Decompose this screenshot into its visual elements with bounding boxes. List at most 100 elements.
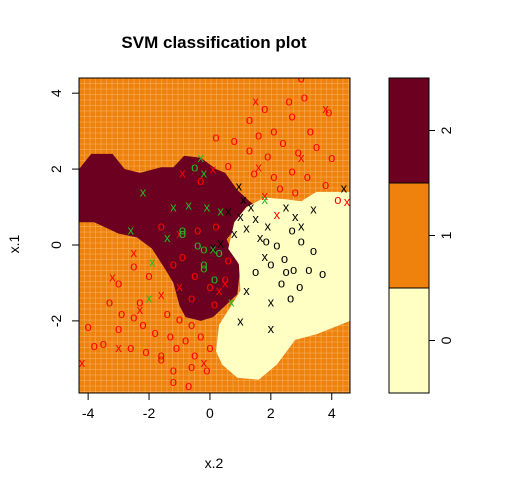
- data-point-o-class-1: o: [188, 291, 195, 306]
- y-tick-label: 0: [48, 241, 64, 249]
- data-point-o-class-1: o: [264, 148, 271, 163]
- data-point-o-class-0: o: [319, 266, 326, 281]
- data-point-o-class-1: o: [115, 321, 122, 336]
- data-point-o-class-0: o: [278, 275, 285, 290]
- legend-level-label: 0: [438, 336, 454, 344]
- data-point-o-class-1: o: [158, 351, 165, 366]
- data-point-o-class-1: o: [85, 319, 92, 334]
- support-vector-x-class-0: x: [217, 236, 224, 251]
- support-vector-x-class-1: x: [79, 355, 86, 370]
- y-tick-label: 2: [48, 165, 64, 173]
- data-point-o-class-1: o: [307, 124, 314, 139]
- data-point-o-class-1: o: [301, 89, 308, 104]
- data-point-o-class-1: o: [158, 348, 165, 363]
- x-tick-label: 0: [206, 405, 214, 421]
- support-vector-x-class-0: x: [231, 226, 238, 241]
- support-vector-x-class-2: x: [198, 150, 205, 165]
- data-point-o-class-1: o: [170, 374, 177, 389]
- legend-swatch-level-0: [388, 287, 430, 394]
- legend-swatch-level-2: [388, 77, 430, 184]
- data-point-o-class-1: o: [118, 306, 125, 321]
- x-tick-label: 4: [328, 405, 336, 421]
- support-vector-x-class-0: x: [225, 203, 232, 218]
- support-vector-x-class-1: x: [158, 287, 165, 302]
- support-vector-x-class-0: x: [261, 249, 268, 264]
- support-vector-x-class-1: x: [252, 93, 259, 108]
- data-point-o-class-0: o: [289, 222, 296, 237]
- support-vector-x-class-0: x: [210, 239, 217, 254]
- data-point-o-class-1: o: [250, 165, 257, 180]
- data-point-o-class-2: o: [211, 272, 218, 287]
- support-vector-x-class-2: x: [149, 255, 156, 270]
- data-point-o-class-1: o: [191, 268, 198, 283]
- data-point-o-class-0: o: [287, 291, 294, 306]
- support-vector-x-class-0: x: [265, 219, 272, 234]
- data-point-o-class-1: o: [167, 329, 174, 344]
- y-axis: -2 0 2 4: [48, 89, 80, 327]
- data-point-o-class-1: o: [127, 340, 134, 355]
- support-vector-x-class-1: x: [255, 160, 262, 175]
- data-point-o-class-1: o: [206, 340, 213, 355]
- data-point-o-class-2: o: [200, 256, 207, 271]
- data-point-o-class-1: o: [285, 93, 292, 108]
- support-vector-x-class-2: x: [140, 184, 147, 199]
- support-vector-x-class-0: x: [243, 283, 250, 298]
- support-vector-x-class-2: x: [228, 294, 235, 309]
- data-point-o-class-0: o: [281, 251, 288, 266]
- support-vector-x-class-1: x: [261, 188, 268, 203]
- data-point-o-class-1: o: [130, 310, 137, 325]
- support-vector-x-class-1: x: [344, 194, 351, 209]
- data-point-o-class-2: o: [191, 160, 198, 175]
- data-point-o-class-2: o: [200, 241, 207, 256]
- decision-regions: [79, 153, 350, 380]
- legend-swatch-level-1: [388, 182, 430, 289]
- support-vector-x-class-0: x: [240, 192, 247, 207]
- support-vector-x-class-0: x: [237, 313, 244, 328]
- data-point-o-class-1: o: [289, 163, 296, 178]
- data-point-o-class-1: o: [246, 112, 253, 127]
- support-vector-x-class-2: x: [204, 200, 211, 215]
- legend-level-label: 1: [438, 231, 454, 239]
- data-point-o-class-1: o: [188, 317, 195, 332]
- data-point-o-class-2: o: [194, 237, 201, 252]
- x-tick-label: 2: [267, 405, 275, 421]
- data-point-o-class-0: o: [252, 264, 259, 279]
- data-point-o-class-1: o: [334, 192, 341, 207]
- data-point-o-class-1: o: [304, 169, 311, 184]
- data-point-o-class-1: o: [279, 135, 286, 150]
- data-point-o-class-0: o: [305, 262, 312, 277]
- x-axis: -4 -2 0 2 4: [82, 392, 336, 421]
- data-point-o-class-1: o: [206, 279, 213, 294]
- support-vector-x-class-0: x: [252, 211, 259, 226]
- data-point-o-class-1: o: [130, 258, 137, 273]
- data-point-o-class-1: o: [106, 294, 113, 309]
- support-vector-x-class-2: x: [128, 222, 135, 237]
- data-point-o-class-1: o: [313, 139, 320, 154]
- support-vector-x-class-1: x: [115, 340, 122, 355]
- data-point-o-class-1: o: [261, 101, 268, 116]
- data-point-o-class-1: o: [295, 145, 302, 160]
- data-point-o-class-1: o: [197, 329, 204, 344]
- support-vector-x-class-0: x: [248, 200, 255, 215]
- data-point-o-class-1: o: [115, 275, 122, 290]
- support-vector-x-class-0: x: [298, 219, 305, 234]
- support-vector-x-class-1: x: [109, 270, 116, 285]
- data-point-o-class-1: o: [164, 306, 171, 321]
- data-point-o-class-1: o: [212, 219, 219, 234]
- x-tick-label: -2: [143, 405, 156, 421]
- data-point-o-class-1: o: [197, 173, 204, 188]
- data-point-o-class-2: o: [215, 245, 222, 260]
- data-point-o-class-1: o: [212, 129, 219, 144]
- support-vector-x-class-2: x: [217, 203, 224, 218]
- support-vector-x-class-2: x: [201, 165, 208, 180]
- data-point-o-class-0: o: [298, 234, 305, 249]
- data-point-o-class-1: o: [170, 256, 177, 271]
- data-point-o-class-1: o: [211, 296, 218, 311]
- data-point-o-class-1: o: [298, 71, 305, 86]
- y-tick-label: 4: [48, 89, 64, 97]
- data-point-o-class-0: o: [273, 237, 280, 252]
- data-point-o-class-0: o: [267, 256, 274, 271]
- data-point-o-class-2: o: [179, 226, 186, 241]
- data-point-o-class-1: o: [225, 253, 232, 268]
